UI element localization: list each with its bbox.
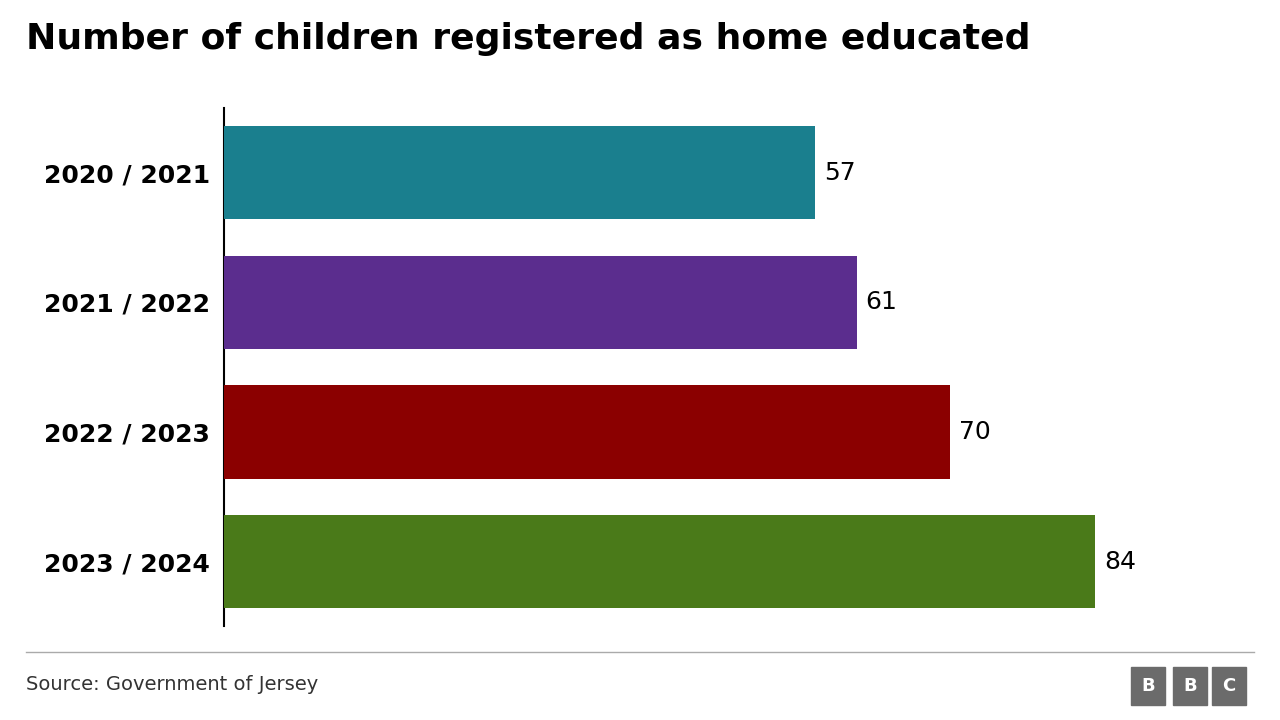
Text: 57: 57 [823, 161, 855, 185]
Text: C: C [1222, 677, 1235, 695]
FancyBboxPatch shape [1212, 667, 1245, 704]
Text: Source: Government of Jersey: Source: Government of Jersey [26, 675, 317, 693]
FancyBboxPatch shape [1132, 667, 1166, 704]
Text: 84: 84 [1103, 549, 1135, 574]
FancyBboxPatch shape [1172, 667, 1207, 704]
Bar [224, 515, 1096, 608]
Text: B: B [1183, 677, 1197, 695]
Text: 70: 70 [959, 420, 991, 444]
Bar [224, 256, 856, 349]
Text: 61: 61 [865, 290, 897, 315]
Text: Number of children registered as home educated: Number of children registered as home ed… [26, 22, 1030, 55]
Text: B: B [1142, 677, 1156, 695]
Bar [224, 385, 950, 479]
Bar [224, 126, 815, 220]
